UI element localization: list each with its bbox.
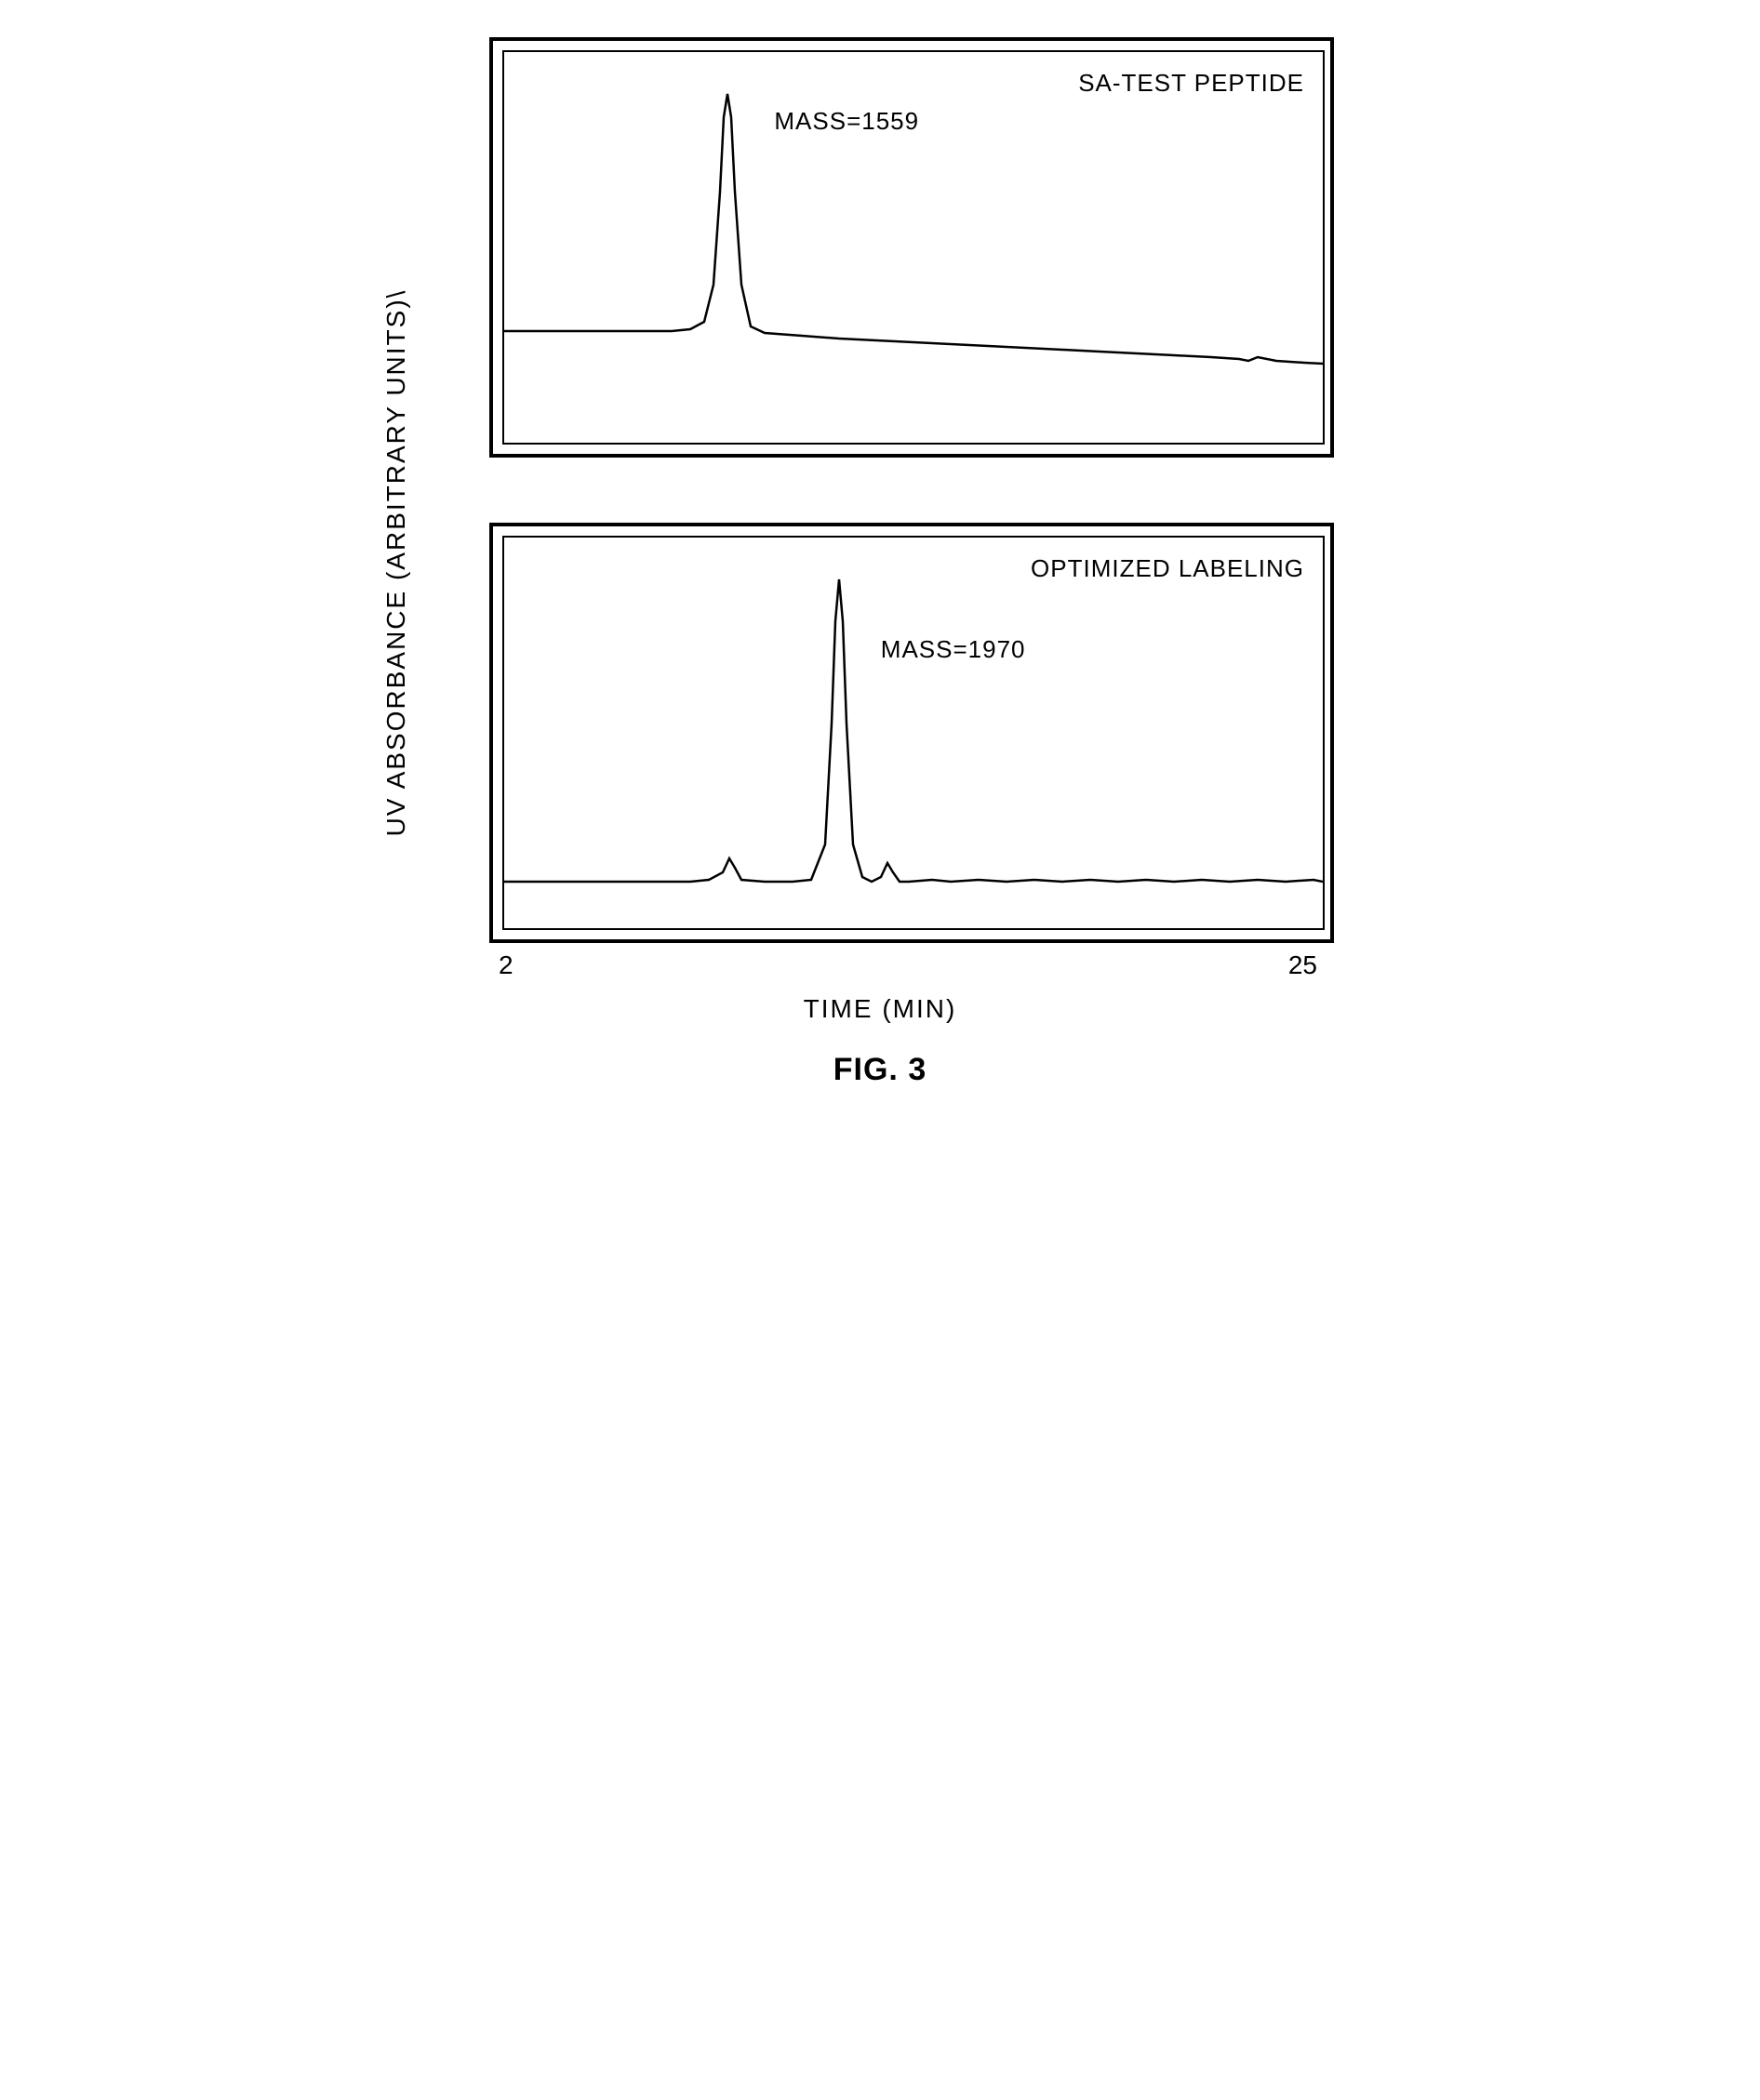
figure-container: UV ABSORBANCE (ARBITRARY UNITS)\ SA-TEST…	[415, 37, 1345, 1088]
peak-annotation-bottom: MASS=1970	[881, 635, 1026, 664]
panel-outer-bottom: OPTIMIZED LABELING MASS=1970	[489, 523, 1334, 943]
peak-annotation-top: MASS=1559	[774, 107, 919, 136]
x-tick-max: 25	[1288, 950, 1317, 980]
panel-inner-top: SA-TEST PEPTIDE MASS=1559	[502, 50, 1325, 445]
chromatogram-bottom	[504, 538, 1323, 928]
x-tick-min: 2	[499, 950, 513, 980]
panels-stack: SA-TEST PEPTIDE MASS=1559 OPTIMIZED LABE…	[489, 37, 1345, 943]
y-axis-label: UV ABSORBANCE (ARBITRARY UNITS)\	[381, 289, 411, 837]
panel-title-top: SA-TEST PEPTIDE	[1078, 69, 1304, 98]
figure-caption: FIG. 3	[415, 1052, 1345, 1088]
panel-title-bottom: OPTIMIZED LABELING	[1031, 554, 1304, 583]
x-axis-label: TIME (MIN)	[415, 994, 1345, 1024]
panel-outer-top: SA-TEST PEPTIDE MASS=1559	[489, 37, 1334, 458]
panel-inner-bottom: OPTIMIZED LABELING MASS=1970	[502, 536, 1325, 930]
